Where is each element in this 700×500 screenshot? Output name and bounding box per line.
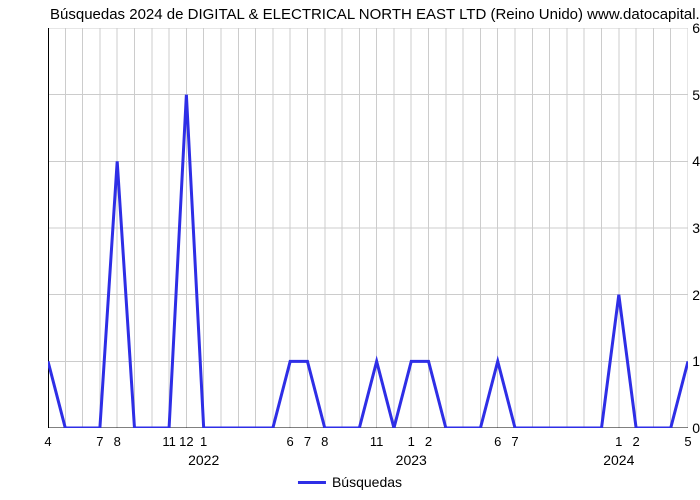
x-group-label: 2023 bbox=[396, 452, 427, 468]
x-tick-label: 7 bbox=[304, 434, 311, 449]
y-tick-label: 0 bbox=[660, 420, 700, 436]
legend-swatch bbox=[298, 481, 326, 484]
x-tick-label: 7 bbox=[511, 434, 518, 449]
x-tick-label: 12 bbox=[179, 434, 193, 449]
x-tick-label: 4 bbox=[44, 434, 51, 449]
x-tick-label: 8 bbox=[321, 434, 328, 449]
x-group-label: 2022 bbox=[188, 452, 219, 468]
chart-container: Búsquedas 2024 de DIGITAL & ELECTRICAL N… bbox=[0, 0, 700, 500]
x-tick-label: 8 bbox=[114, 434, 121, 449]
legend-label: Búsquedas bbox=[332, 474, 402, 490]
y-tick-label: 5 bbox=[660, 87, 700, 103]
x-group-label: 2024 bbox=[603, 452, 634, 468]
plot-area bbox=[48, 28, 688, 428]
chart-title: Búsquedas 2024 de DIGITAL & ELECTRICAL N… bbox=[50, 6, 700, 23]
x-tick-label: 2 bbox=[632, 434, 639, 449]
x-tick-label: 11 bbox=[370, 434, 384, 449]
y-tick-label: 3 bbox=[660, 220, 700, 236]
x-tick-label: 1 bbox=[615, 434, 622, 449]
x-tick-label: 2 bbox=[425, 434, 432, 449]
x-tick-label: 6 bbox=[494, 434, 501, 449]
y-tick-label: 6 bbox=[660, 20, 700, 36]
x-tick-label: 1 bbox=[408, 434, 415, 449]
chart-svg bbox=[48, 28, 688, 428]
legend: Búsquedas bbox=[298, 474, 402, 490]
y-tick-label: 4 bbox=[660, 153, 700, 169]
x-tick-label: 7 bbox=[96, 434, 103, 449]
x-tick-label: 11 bbox=[162, 434, 176, 449]
y-tick-label: 2 bbox=[660, 287, 700, 303]
y-tick-label: 1 bbox=[660, 353, 700, 369]
x-tick-label: 1 bbox=[200, 434, 207, 449]
x-tick-label: 5 bbox=[684, 434, 691, 449]
x-tick-label: 6 bbox=[287, 434, 294, 449]
